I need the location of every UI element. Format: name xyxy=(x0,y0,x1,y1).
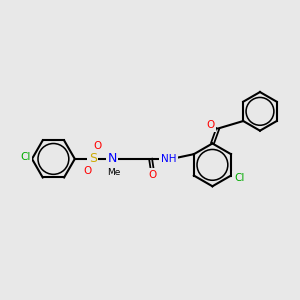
Text: O: O xyxy=(148,170,156,180)
Text: S: S xyxy=(88,152,97,165)
Text: N: N xyxy=(107,152,117,165)
Text: O: O xyxy=(83,167,92,176)
Text: NH: NH xyxy=(161,154,176,164)
Text: O: O xyxy=(206,120,214,130)
Text: Cl: Cl xyxy=(20,152,31,162)
Text: O: O xyxy=(94,141,102,152)
Text: Me: Me xyxy=(107,168,120,177)
Text: Cl: Cl xyxy=(234,173,244,183)
